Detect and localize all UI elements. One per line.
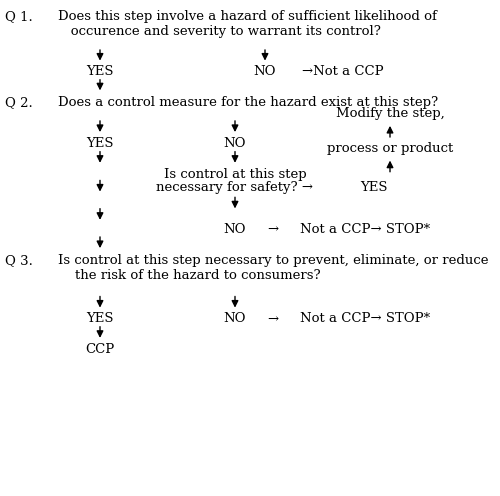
Text: Q 3.: Q 3. bbox=[5, 254, 33, 267]
Text: Not a CCP→ STOP*: Not a CCP→ STOP* bbox=[300, 312, 430, 325]
Text: NO: NO bbox=[254, 65, 276, 78]
Text: NO: NO bbox=[224, 223, 246, 236]
Text: →: → bbox=[268, 223, 278, 236]
Text: process or product: process or product bbox=[327, 142, 453, 155]
Text: necessary for safety? →: necessary for safety? → bbox=[156, 181, 314, 194]
Text: NO: NO bbox=[224, 137, 246, 150]
Text: →Not a CCP: →Not a CCP bbox=[302, 65, 384, 78]
Text: YES: YES bbox=[86, 65, 114, 78]
Text: Q 1.: Q 1. bbox=[5, 10, 33, 23]
Text: YES: YES bbox=[86, 312, 114, 325]
Text: Modify the step,: Modify the step, bbox=[336, 107, 444, 120]
Text: Does a control measure for the hazard exist at this step?: Does a control measure for the hazard ex… bbox=[58, 96, 438, 109]
Text: →: → bbox=[268, 312, 278, 325]
Text: YES: YES bbox=[360, 181, 388, 194]
Text: Q 2.: Q 2. bbox=[5, 96, 33, 109]
Text: Does this step involve a hazard of sufficient likelihood of
   occurence and sev: Does this step involve a hazard of suffi… bbox=[58, 10, 436, 38]
Text: CCP: CCP bbox=[86, 343, 114, 356]
Text: Not a CCP→ STOP*: Not a CCP→ STOP* bbox=[300, 223, 430, 236]
Text: YES: YES bbox=[86, 137, 114, 150]
Text: Is control at this step necessary to prevent, eliminate, or reduce
    the risk : Is control at this step necessary to pre… bbox=[58, 254, 488, 282]
Text: NO: NO bbox=[224, 312, 246, 325]
Text: Is control at this step: Is control at this step bbox=[164, 168, 306, 181]
